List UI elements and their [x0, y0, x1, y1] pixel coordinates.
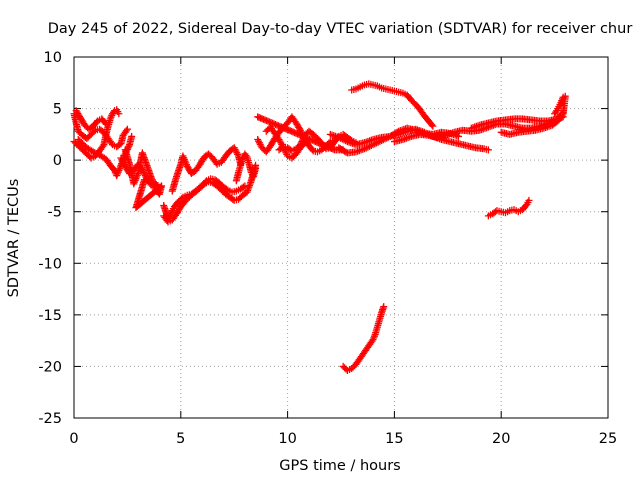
data-point — [241, 182, 249, 190]
data-point — [380, 303, 388, 311]
data-point — [128, 132, 136, 140]
series-scatter-cluster — [121, 146, 166, 212]
data-point — [99, 142, 107, 150]
data-point — [552, 108, 560, 116]
data-point — [484, 146, 492, 154]
series-band-r — [551, 93, 567, 118]
y-tick-label: 5 — [53, 102, 62, 118]
data-point — [300, 140, 308, 148]
data-point — [428, 121, 436, 129]
data-point — [90, 128, 98, 136]
series-band-c — [72, 107, 110, 133]
series-band-h — [168, 144, 245, 195]
data-points — [70, 80, 569, 375]
plot-frame — [73, 56, 609, 419]
data-point — [102, 120, 110, 128]
x-tick-label: 10 — [278, 431, 296, 447]
data-point — [125, 142, 133, 150]
y-tick-label: -10 — [38, 256, 62, 272]
data-point — [178, 195, 186, 203]
data-point — [525, 196, 533, 204]
data-point — [234, 150, 242, 158]
x-axis-label: GPS time / hours — [279, 458, 400, 474]
series-arc-upper — [348, 80, 437, 130]
chart-title: Day 245 of 2022, Sidereal Day-to-day VTE… — [48, 21, 633, 37]
x-tick-label: 25 — [599, 431, 617, 447]
data-point — [454, 132, 462, 140]
data-point — [393, 128, 401, 136]
data-point — [239, 183, 247, 191]
data-point — [339, 146, 347, 154]
series-scattered — [254, 113, 347, 154]
data-point — [559, 93, 567, 101]
series-dip-lower — [339, 303, 388, 375]
data-point — [91, 149, 99, 157]
data-point — [222, 185, 230, 193]
series-band-i — [232, 150, 260, 185]
data-point — [558, 111, 566, 119]
x-tick-label: 20 — [492, 431, 510, 447]
y-tick-label: 10 — [44, 50, 62, 66]
series-band-p — [467, 109, 567, 132]
grid — [74, 57, 608, 418]
data-point — [89, 148, 97, 156]
x-tick-label: 0 — [69, 431, 78, 447]
series-band-g — [160, 175, 249, 226]
series-band-q — [497, 92, 569, 138]
data-point — [123, 125, 131, 133]
y-tick-label: -15 — [38, 308, 62, 324]
x-tick-label: 5 — [176, 431, 185, 447]
axis-ticks: 0 5 10 15 20 25 -25 -20 -15 -10 -5 0 5 10 — [38, 50, 617, 447]
y-tick-label: 0 — [53, 153, 62, 169]
data-point — [122, 127, 130, 135]
y-axis-label: SDTVAR / TECUs — [6, 179, 22, 298]
data-point — [242, 152, 250, 160]
y-tick-label: -20 — [38, 359, 62, 375]
series-short-minus5 — [484, 196, 533, 220]
data-point — [101, 119, 109, 127]
data-point — [429, 122, 437, 130]
x-tick-label: 15 — [385, 431, 403, 447]
data-point — [252, 164, 260, 172]
data-point — [92, 149, 100, 157]
series-band-l — [262, 123, 309, 162]
y-tick-label: -5 — [48, 205, 62, 221]
data-point — [115, 110, 123, 118]
y-tick-label: -25 — [38, 411, 62, 427]
data-point — [140, 176, 148, 184]
